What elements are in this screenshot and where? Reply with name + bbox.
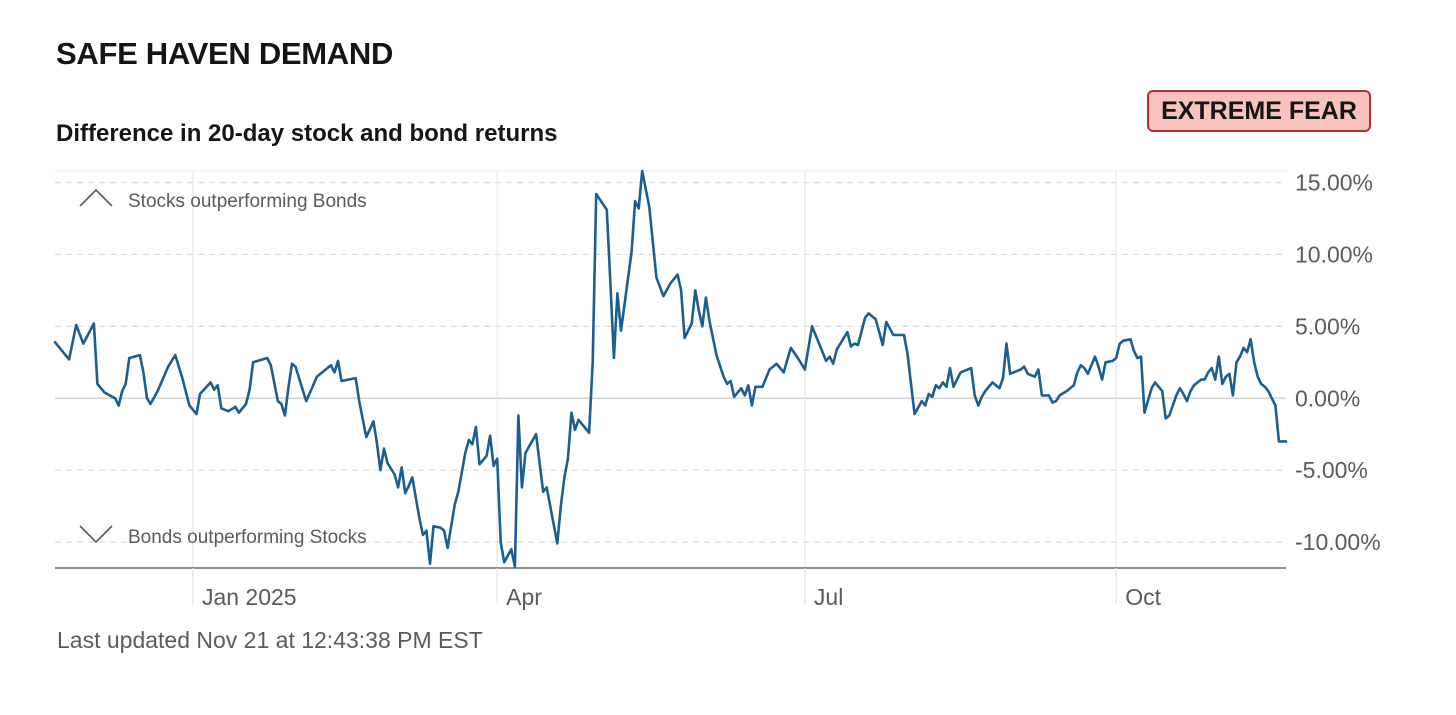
fear-greed-rating-badge: EXTREME FEAR [1147, 90, 1371, 132]
x-tick-label: Oct [1125, 584, 1161, 610]
gridlines [55, 170, 1286, 543]
stocks-outperforming-annotation: Stocks outperforming Bonds [79, 188, 367, 212]
series-line [53, 169, 1288, 568]
y-tick-label: 10.00% [1295, 241, 1373, 267]
x-tick-label: Jan 2025 [202, 584, 297, 610]
stocks-outperforming-label: Stocks outperforming Bonds [128, 191, 367, 212]
x-tick-label: Apr [506, 584, 542, 610]
last-updated-text: Last updated Nov 21 at 12:43:38 PM EST [57, 627, 483, 653]
chevron-down-icon [79, 525, 113, 544]
y-tick-label: 0.00% [1295, 385, 1360, 411]
bonds-outperforming-annotation: Bonds outperforming Stocks [79, 525, 367, 548]
chart-subtitle: Difference in 20-day stock and bond retu… [56, 120, 558, 147]
y-tick-labels: 15.00% 10.00% 5.00% 0.00% -5.00% -10.00% [1295, 170, 1381, 556]
vertical-gridlines [192, 171, 1117, 568]
x-tick-label: Jul [814, 584, 843, 610]
card-title: SAFE HAVEN DEMAND [56, 36, 394, 71]
chevron-up-icon [79, 188, 113, 207]
y-tick-label: 15.00% [1295, 170, 1373, 196]
x-tick-labels: Jan 2025 Apr Jul Oct [192, 568, 1162, 610]
y-tick-label: 5.00% [1295, 313, 1360, 339]
bonds-outperforming-label: Bonds outperforming Stocks [128, 527, 367, 548]
y-tick-label: -5.00% [1295, 457, 1368, 483]
y-tick-label: -10.00% [1295, 529, 1381, 555]
